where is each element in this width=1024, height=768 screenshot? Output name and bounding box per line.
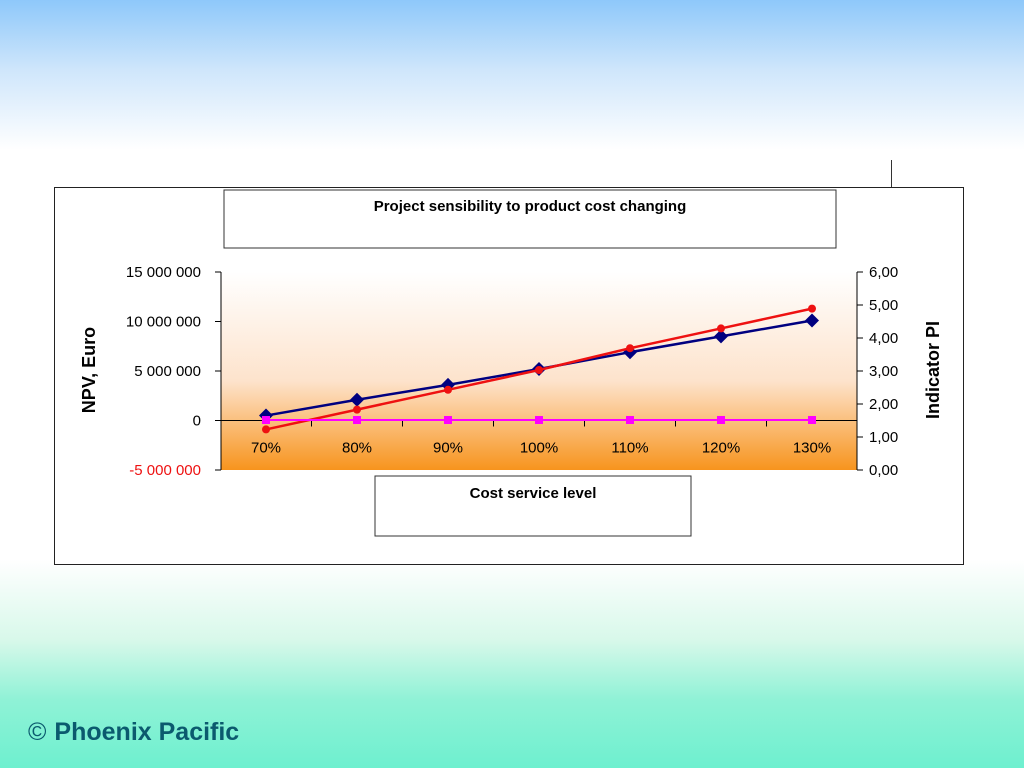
x-tick-label: 110% (611, 440, 648, 457)
decorative-line (891, 160, 892, 188)
square-marker (444, 416, 452, 425)
chart-frame: Project sensibility to product cost chan… (54, 187, 964, 565)
circle-marker (262, 425, 270, 434)
circle-marker (353, 405, 361, 414)
square-marker (262, 416, 270, 425)
circle-marker (808, 304, 816, 313)
chart-svg: Project sensibility to product cost chan… (79, 189, 943, 537)
square-marker (808, 416, 816, 425)
y2-tick-label: 4,00 (869, 330, 898, 347)
diamond-marker (714, 329, 728, 344)
y-tick-label: 15 000 000 (126, 264, 201, 281)
chart-title: Project sensibility to product cost chan… (374, 198, 687, 215)
x-tick-label: 100% (520, 440, 558, 457)
x-tick-label: 70% (251, 440, 281, 457)
y-axis-title: NPV, Euro (79, 327, 99, 413)
x-tick-label: 80% (342, 440, 372, 457)
y2-tick-label: 2,00 (869, 396, 898, 413)
circle-marker (626, 344, 634, 353)
circle-marker (535, 366, 543, 375)
diamond-marker (350, 392, 364, 407)
y-tick-label: 10 000 000 (126, 314, 201, 331)
y-tick-label: 5 000 000 (134, 363, 201, 380)
y2-tick-label: 3,00 (869, 363, 898, 380)
x-axis-title: Cost service level (470, 485, 597, 502)
x-tick-label: 120% (702, 440, 740, 457)
diamond-marker (805, 313, 819, 328)
y2-tick-label: 6,00 (869, 264, 898, 281)
y2-axis-title: Indicator PI (923, 321, 943, 419)
square-marker (353, 416, 361, 425)
square-marker (717, 416, 725, 425)
footer-brand: © Phoenix Pacific (28, 718, 239, 747)
square-marker (535, 416, 543, 425)
y-tick-label: 0 (193, 413, 201, 430)
labels-layer: 15 000 000 10 000 000 5 000 000 0 -5 000 000… (126, 264, 898, 479)
x-tick-label: 130% (793, 440, 831, 457)
copyright-symbol: © (28, 718, 47, 746)
circle-marker (717, 324, 725, 333)
chart-title-box (223, 189, 837, 249)
square-marker (626, 416, 634, 425)
y2-tick-label: 5,00 (869, 297, 898, 314)
y2-tick-label: 0,00 (869, 462, 898, 479)
brand-name: Phoenix Pacific (54, 718, 240, 746)
y-tick-label: -5 000 000 (129, 462, 201, 479)
circle-marker (444, 385, 452, 394)
x-tick-label: 90% (433, 440, 463, 457)
y2-tick-label: 1,00 (869, 429, 898, 446)
series-layer (259, 304, 819, 434)
x-axis-title-box (374, 475, 692, 537)
